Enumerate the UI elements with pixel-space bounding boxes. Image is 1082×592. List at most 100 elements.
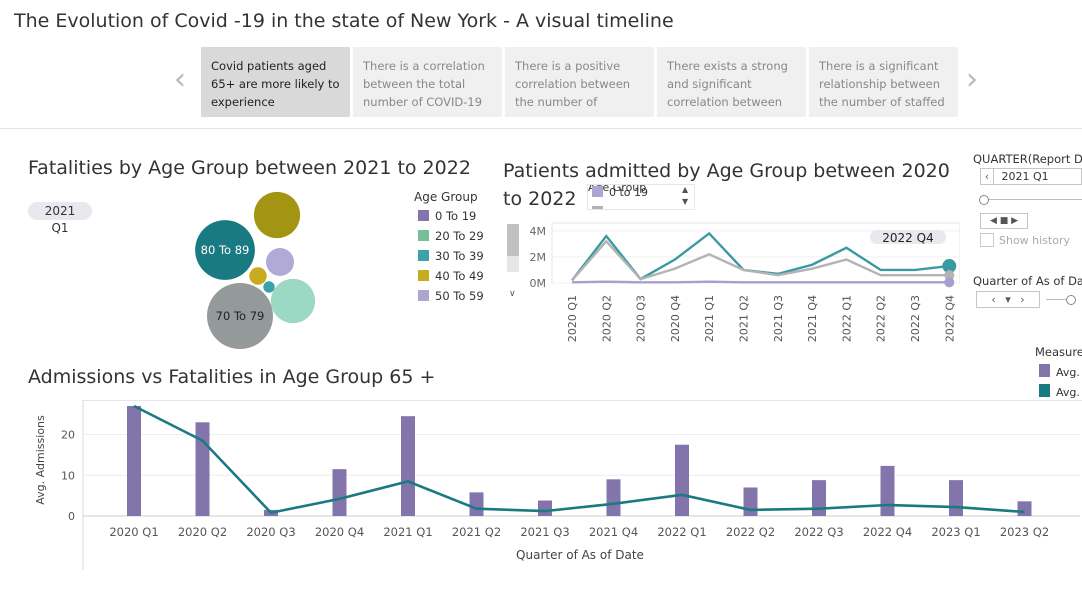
age-group-legend-item[interactable]: 20 To 29 [418,229,484,243]
show-history-checkbox[interactable] [980,233,994,247]
x-axis-label: Quarter of As of Date [516,548,644,562]
admitted-legend: Age Group 0 to 19 ▲ ▼ [587,184,695,210]
story-point-1[interactable]: Covid patients aged 65+ are more likely … [201,47,350,117]
quarter-pill: 2021 [28,202,92,220]
x-tick-label: 2022 Q4 [863,525,912,539]
bar[interactable] [469,492,484,516]
measure-legend-item[interactable]: Avg. [1039,384,1080,399]
bubble[interactable] [270,278,316,324]
x-tick-label: 2020 Q4 [315,525,364,539]
y-tick-label: 10 [61,469,75,482]
bubble[interactable] [263,281,275,293]
axis-scroll-thumb[interactable] [507,224,519,256]
quarter-pill-year: 2021 [44,204,76,218]
series-end-point[interactable] [944,270,955,281]
x-tick-label: 2020 Q3 [246,525,295,539]
x-tick-label: 2022 Q3 [794,525,843,539]
divider [0,128,1082,129]
quarter-as-of-prev-icon[interactable]: ‹ [991,293,996,306]
y-tick-label: 4M [530,225,547,238]
quarter-as-of-dropdown[interactable]: ‹ ▾ › [976,291,1040,308]
measure-legend-item[interactable]: Avg. [1039,364,1080,379]
bubble-label: 70 To 79 [216,309,265,323]
series-end-point[interactable] [942,259,957,274]
age-group-legend-title: Age Group [414,190,478,204]
bar[interactable] [606,479,621,516]
story-point-2[interactable]: There is a correlation between the total… [353,47,502,117]
age-group-legend-item[interactable]: 30 To 39 [418,249,484,263]
legend-label: 40 To 49 [435,269,484,283]
bar[interactable] [812,480,826,516]
x-tick-label: 2021 Q3 [520,525,569,539]
story-point-3[interactable]: There is a positive correlation between … [505,47,654,117]
series-end-point[interactable] [944,277,955,288]
legend-label: 0 To 19 [435,209,477,223]
bubble[interactable] [195,220,255,280]
x-tick-label: 2023 Q2 [1000,525,1049,539]
quarter-as-of-next-icon[interactable]: › [1020,293,1025,306]
quarter-as-of-slider[interactable] [1046,299,1066,300]
bar[interactable] [1017,501,1032,516]
quarter-as-of-chevron-down-icon[interactable]: ▾ [1005,293,1011,306]
series-line[interactable] [571,239,950,282]
admitted-legend-swatch-2 [592,206,603,209]
x-tick-label: 2022 Q3 [909,295,922,342]
x-tick-label: 2022 Q1 [657,525,706,539]
bubble[interactable] [249,267,267,285]
bubble[interactable] [207,283,273,349]
quarter-as-of-slider-thumb[interactable] [1066,295,1076,305]
y-tick-label: 0 [68,510,75,523]
y-tick-label: 2M [530,251,547,264]
playback-forward-icon[interactable]: ▶ [1011,216,1019,226]
line-annotation: 2022 Q4 [882,231,933,245]
admitted-line-chart: 0M 2M 4M 2020 Q1 2020 Q2 2020 Q3 2020 Q4 2021 Q… [530,222,960,342]
y-axis-label: Avg. Admissions [34,415,47,505]
bar[interactable] [880,465,895,516]
legend-swatch [418,250,429,261]
axis-scroll-track[interactable] [507,224,519,272]
story-point-5[interactable]: There is a significant relationship betw… [809,47,958,117]
age-group-legend-item[interactable]: 50 To 59 [418,289,484,303]
quarter-slider-thumb[interactable] [979,195,989,205]
measure-label: Avg. [1056,386,1080,399]
age-group-legend-item[interactable]: 40 To 49 [418,269,484,283]
quarter-report-dropdown[interactable]: ‹ 2021 Q1 [980,168,1082,185]
x-tick-label: 2021 Q3 [772,295,785,342]
bubble[interactable] [265,247,295,277]
axis-scroll-down-icon[interactable]: ∨ [509,289,516,299]
bar[interactable] [195,422,210,516]
playback-controls[interactable]: ◀ ■ ▶ [980,213,1028,229]
x-tick-label: 2020 Q4 [669,295,682,342]
bar[interactable] [538,500,552,516]
bar[interactable] [675,444,689,516]
playback-back-icon[interactable]: ◀ [989,216,997,226]
bar[interactable] [743,487,758,516]
playback-stop-icon[interactable]: ■ [999,216,1009,226]
age-group-legend-item[interactable]: 0 To 19 [418,209,476,223]
story-next-icon[interactable]: › [966,62,978,97]
series-line[interactable] [571,280,950,284]
bar[interactable] [127,406,141,516]
quarter-slider-track[interactable] [980,199,1082,200]
legend-scroll-up-icon[interactable]: ▲ [682,185,689,194]
measure-label: Avg. [1056,366,1080,379]
bubble[interactable] [253,191,301,239]
story-prev-icon[interactable]: ‹ [174,62,186,97]
legend-label: 50 To 59 [435,289,484,303]
fatalities-line[interactable] [133,404,1025,515]
x-tick-label: 2020 Q2 [600,295,613,342]
quarter-prev-icon[interactable]: ‹ [981,169,994,184]
show-history-label: Show history [999,234,1071,247]
legend-scroll-down-icon[interactable]: ▼ [682,197,689,206]
y-tick-label: 0M [530,277,547,290]
quarter-as-of-filter-title: Quarter of As of Dat [973,274,1082,288]
measure-swatch [1039,364,1050,377]
admitted-title: Patients admitted by Age Group between 2… [503,160,950,210]
admissions-bar-line-chart: 0 10 20 2020 Q1 2020 Q2 2020 Q3 2020 Q4 2021 Q1… [34,400,1080,570]
bar[interactable] [332,469,347,516]
bar[interactable] [949,480,963,516]
bar[interactable] [401,416,415,516]
story-point-4[interactable]: There exists a strong and significant co… [657,47,806,117]
x-tick-label: 2022 Q2 [875,295,888,342]
fatalities-title: Fatalities by Age Group between 2021 to … [28,157,471,179]
